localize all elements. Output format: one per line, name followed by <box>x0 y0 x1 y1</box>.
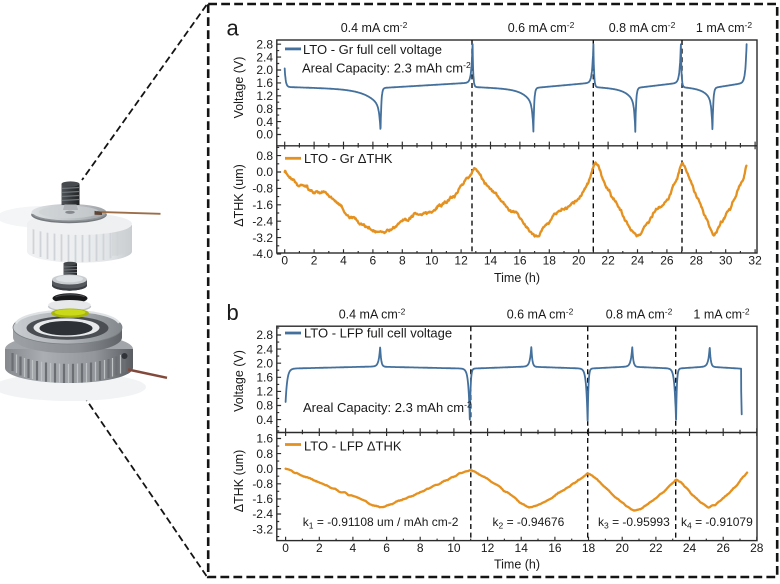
svg-text:-2.4: -2.4 <box>252 507 273 521</box>
svg-text:-0.8: -0.8 <box>252 477 273 491</box>
svg-text:-0.8: -0.8 <box>252 182 273 196</box>
svg-text:0.8: 0.8 <box>256 399 273 413</box>
svg-text:1.2: 1.2 <box>256 385 273 399</box>
svg-text:1 mA cm-2: 1 mA cm-2 <box>693 306 749 321</box>
svg-text:Areal Capacity: 2.3 mAh cm-2: Areal Capacity: 2.3 mAh cm-2 <box>302 60 471 76</box>
svg-text:1.6: 1.6 <box>256 371 273 385</box>
svg-text:0.8 mA cm-2: 0.8 mA cm-2 <box>606 306 673 321</box>
svg-text:Time (h): Time (h) <box>494 271 540 285</box>
svg-text:12: 12 <box>481 541 495 555</box>
svg-text:LTO - Gr ΔTHK: LTO - Gr ΔTHK <box>304 151 393 166</box>
svg-text:2.4: 2.4 <box>256 50 273 64</box>
svg-text:0.6 mA cm-2: 0.6 mA cm-2 <box>508 20 575 35</box>
svg-text:Voltage (V): Voltage (V) <box>232 350 246 412</box>
svg-text:Areal Capacity: 2.3 mAh cm-2: Areal Capacity: 2.3 mAh cm-2 <box>303 400 472 416</box>
svg-text:2.4: 2.4 <box>256 342 273 356</box>
svg-text:Voltage (V): Voltage (V) <box>232 57 246 119</box>
svg-text:4: 4 <box>350 541 357 555</box>
svg-text:Time (h): Time (h) <box>494 558 540 572</box>
svg-text:10: 10 <box>425 254 439 268</box>
svg-text:a: a <box>227 16 240 41</box>
svg-text:2.0: 2.0 <box>256 63 273 77</box>
svg-text:6: 6 <box>370 254 377 268</box>
svg-text:20: 20 <box>572 254 586 268</box>
svg-text:18: 18 <box>582 541 596 555</box>
svg-text:26: 26 <box>717 541 731 555</box>
svg-text:28: 28 <box>690 254 704 268</box>
svg-text:20: 20 <box>616 541 630 555</box>
svg-text:2.0: 2.0 <box>256 356 273 370</box>
svg-text:0.4: 0.4 <box>256 115 273 129</box>
svg-text:2: 2 <box>316 541 323 555</box>
svg-text:0.0: 0.0 <box>256 128 273 142</box>
svg-text:1.6: 1.6 <box>256 76 273 90</box>
svg-text:-4.0: -4.0 <box>252 247 273 261</box>
svg-text:b: b <box>227 300 239 325</box>
svg-text:16: 16 <box>513 254 527 268</box>
svg-text:0.4 mA cm-2: 0.4 mA cm-2 <box>341 20 408 35</box>
svg-text:1 mA cm-2: 1 mA cm-2 <box>696 20 752 35</box>
svg-text:0: 0 <box>281 254 288 268</box>
svg-text:2.8: 2.8 <box>256 328 273 342</box>
svg-text:24: 24 <box>683 541 697 555</box>
svg-text:0.4: 0.4 <box>256 413 273 427</box>
svg-text:0.8: 0.8 <box>256 102 273 116</box>
svg-text:14: 14 <box>515 541 529 555</box>
svg-text:8: 8 <box>417 541 424 555</box>
svg-text:1.2: 1.2 <box>256 89 273 103</box>
svg-text:ΔTHK (um): ΔTHK (um) <box>232 450 246 513</box>
svg-text:k2 = -0.94676: k2 = -0.94676 <box>493 515 565 531</box>
svg-text:32: 32 <box>748 254 762 268</box>
svg-text:k3 = -0.95993: k3 = -0.95993 <box>598 515 670 531</box>
svg-text:k4 = -0.91079: k4 = -0.91079 <box>681 515 753 531</box>
svg-text:26: 26 <box>660 254 674 268</box>
svg-text:30: 30 <box>719 254 733 268</box>
svg-text:2.8: 2.8 <box>256 37 273 51</box>
svg-text:0.6 mA cm-2: 0.6 mA cm-2 <box>507 306 574 321</box>
svg-text:-1.6: -1.6 <box>252 198 273 212</box>
svg-text:0.8: 0.8 <box>256 447 273 461</box>
svg-text:0: 0 <box>282 541 289 555</box>
svg-text:10: 10 <box>447 541 461 555</box>
svg-text:-3.2: -3.2 <box>252 522 273 536</box>
svg-text:18: 18 <box>543 254 557 268</box>
svg-text:0.4 mA cm-2: 0.4 mA cm-2 <box>339 306 406 321</box>
svg-text:LTO - LFP ΔTHK: LTO - LFP ΔTHK <box>304 439 402 454</box>
svg-text:22: 22 <box>649 541 663 555</box>
svg-text:LTO - Gr full cell voltage: LTO - Gr full cell voltage <box>303 42 442 57</box>
svg-text:8: 8 <box>399 254 406 268</box>
svg-text:-2.4: -2.4 <box>252 214 273 228</box>
svg-text:-1.6: -1.6 <box>252 492 273 506</box>
svg-text:16: 16 <box>548 541 562 555</box>
svg-text:28: 28 <box>750 541 764 555</box>
svg-text:4: 4 <box>340 254 347 268</box>
svg-text:1.6: 1.6 <box>256 432 273 446</box>
svg-text:14: 14 <box>484 254 498 268</box>
svg-text:0.8: 0.8 <box>256 149 273 163</box>
svg-text:k1 = -0.91108 um / mAh cm-2: k1 = -0.91108 um / mAh cm-2 <box>303 515 459 531</box>
svg-text:12: 12 <box>454 254 468 268</box>
svg-text:6: 6 <box>383 541 390 555</box>
svg-text:-3.2: -3.2 <box>252 231 273 245</box>
svg-text:2: 2 <box>311 254 318 268</box>
svg-text:22: 22 <box>601 254 615 268</box>
svg-text:0.8 mA cm-2: 0.8 mA cm-2 <box>609 20 676 35</box>
svg-text:LTO - LFP full cell voltage: LTO - LFP full cell voltage <box>304 326 452 341</box>
svg-text:0.0: 0.0 <box>256 462 273 476</box>
svg-text:24: 24 <box>631 254 645 268</box>
svg-text:ΔTHK (um): ΔTHK (um) <box>232 164 246 227</box>
svg-text:0.0: 0.0 <box>256 165 273 179</box>
